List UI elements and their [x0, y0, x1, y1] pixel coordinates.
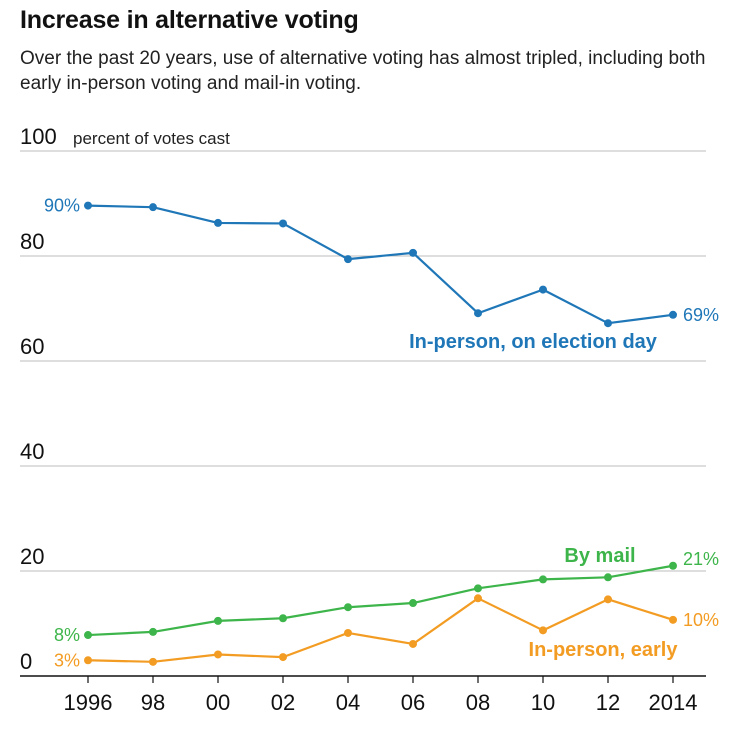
x-tick-label: 1996 [64, 690, 113, 715]
data-point-by_mail [474, 584, 482, 593]
data-point-election_day [84, 201, 92, 210]
series-line-by_mail [87, 564, 674, 637]
y-tick-label: 20 [20, 544, 44, 569]
series-name-label-early: In-person, early [529, 639, 679, 661]
series-name-label-election_day: In-person, on election day [409, 331, 658, 353]
data-point-election_day [409, 248, 417, 257]
start-value-label-by_mail: 8% [54, 625, 80, 645]
data-point-by_mail [539, 575, 547, 584]
x-tick-label: 06 [401, 690, 425, 715]
x-tick-label: 2014 [649, 690, 698, 715]
x-tick-label: 98 [141, 690, 165, 715]
start-value-label-early: 3% [54, 650, 80, 670]
x-tick-label: 12 [596, 690, 620, 715]
start-value-label-election_day: 90% [44, 196, 80, 216]
data-point-by_mail [669, 561, 677, 570]
end-value-label-election_day: 69% [683, 305, 719, 325]
x-tick-label: 00 [206, 690, 230, 715]
data-point-election_day [149, 203, 157, 212]
data-point-early [149, 657, 157, 666]
data-point-election_day [474, 309, 482, 318]
series-by_mail [84, 561, 677, 640]
x-tick-label: 04 [336, 690, 360, 715]
end-value-label-early: 10% [683, 610, 719, 630]
y-tick-label: 80 [20, 229, 44, 254]
data-point-election_day [279, 219, 287, 228]
x-tick-label: 08 [466, 690, 490, 715]
data-point-early [669, 615, 677, 624]
series-group [84, 201, 677, 666]
y-tick-label: 0 [20, 649, 32, 674]
series-line-election_day [87, 204, 674, 325]
data-point-early [539, 626, 547, 635]
y-axis-ticks: 0 20 40 60 80 100 [20, 124, 57, 674]
data-point-election_day [604, 319, 612, 328]
chart-subtitle: Over the past 20 years, use of alternati… [20, 48, 706, 94]
grid-lines [20, 150, 706, 572]
data-point-early [84, 656, 92, 665]
data-point-election_day [344, 255, 352, 264]
data-point-by_mail [214, 616, 222, 625]
data-point-by_mail [604, 573, 612, 582]
data-point-election_day [669, 310, 677, 319]
series-name-label-by_mail: By mail [564, 545, 635, 567]
y-tick-label: 40 [20, 439, 44, 464]
series-line-early [87, 597, 674, 663]
y-tick-label: 100 [20, 124, 57, 149]
series-labels: 90% 69% In-person, on election day 8% 21% By … [44, 196, 719, 671]
data-point-early [214, 650, 222, 659]
series-early [84, 594, 677, 666]
y-tick-label: 60 [20, 334, 44, 359]
data-point-election_day [214, 218, 222, 227]
data-point-by_mail [84, 631, 92, 640]
x-tick-label: 10 [531, 690, 555, 715]
x-axis: 1996 98 00 02 04 06 08 10 12 2014 [20, 675, 706, 715]
data-point-early [474, 594, 482, 603]
data-point-early [604, 595, 612, 604]
data-point-by_mail [344, 603, 352, 612]
end-value-label-by_mail: 21% [683, 549, 719, 569]
data-point-election_day [539, 285, 547, 294]
data-point-by_mail [409, 599, 417, 608]
data-point-by_mail [279, 614, 287, 623]
y-axis-unit-label: percent of votes cast [73, 129, 230, 148]
data-point-by_mail [149, 627, 157, 636]
chart-title: Increase in alternative voting [20, 6, 359, 34]
data-point-early [409, 639, 417, 648]
data-point-early [344, 628, 352, 637]
data-point-early [279, 653, 287, 662]
x-tick-label: 02 [271, 690, 295, 715]
series-election_day [84, 201, 677, 328]
